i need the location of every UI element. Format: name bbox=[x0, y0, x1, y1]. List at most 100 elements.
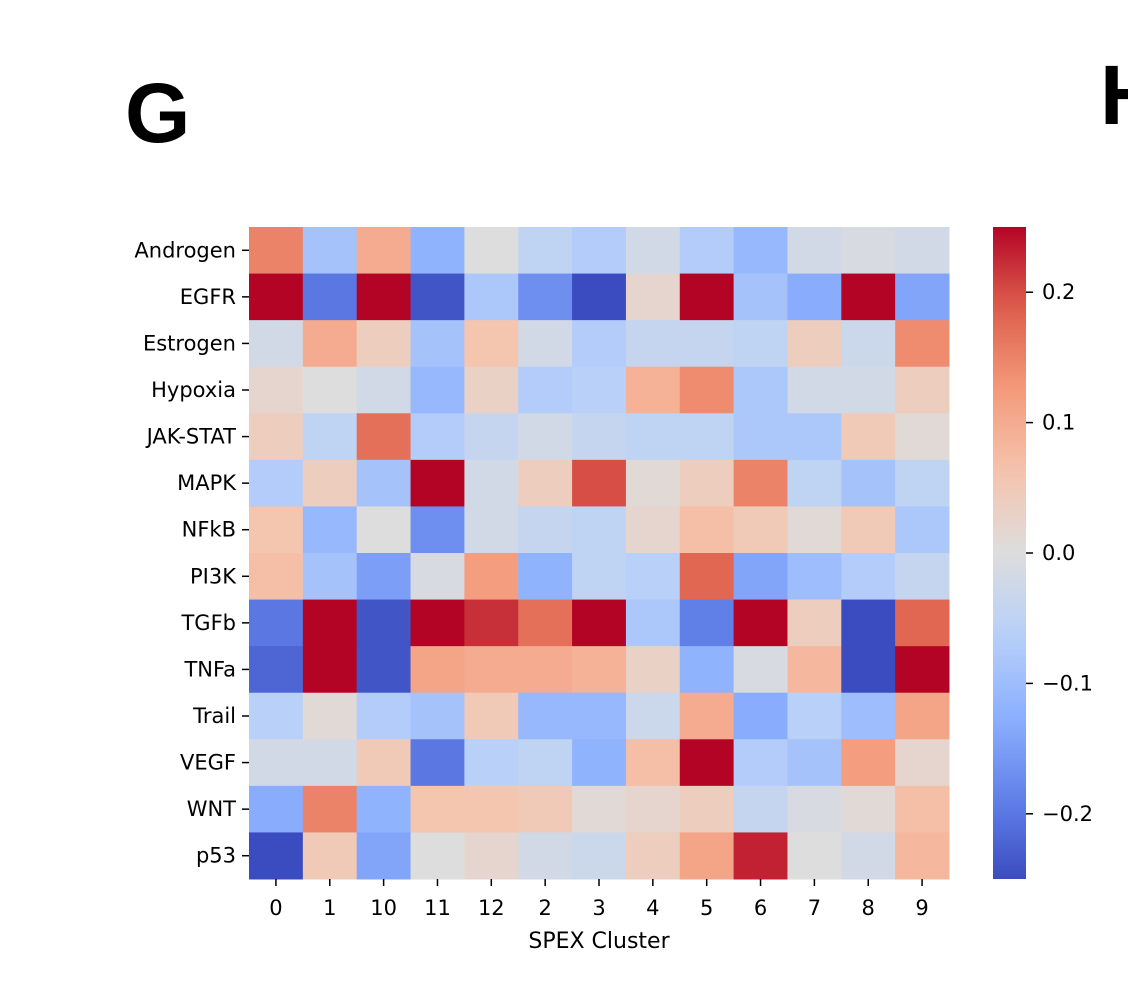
x-tick-label: 11 bbox=[424, 896, 451, 920]
heatmap-cell bbox=[464, 413, 519, 461]
heatmap-cell bbox=[249, 785, 304, 833]
heatmap-cell bbox=[841, 413, 896, 461]
heatmap-cell bbox=[679, 599, 735, 647]
heatmap-cell bbox=[410, 692, 465, 740]
heatmap-cell bbox=[410, 320, 465, 368]
x-tick-label: 12 bbox=[478, 896, 505, 920]
heatmap-cell bbox=[464, 832, 519, 880]
heatmap-cell bbox=[249, 506, 304, 554]
heatmap-cell bbox=[787, 692, 842, 740]
heatmap-cell bbox=[733, 832, 788, 880]
y-tick-label: Androgen bbox=[134, 238, 236, 262]
colorbar-tick-label: 0.0 bbox=[1042, 541, 1075, 565]
heatmap-cell bbox=[249, 832, 304, 880]
heatmap-cell bbox=[679, 320, 735, 368]
heatmap-cell bbox=[356, 413, 412, 461]
heatmap-cell bbox=[841, 646, 896, 694]
heatmap-cell bbox=[572, 832, 627, 880]
heatmap-cell bbox=[625, 599, 681, 647]
heatmap-cell bbox=[464, 320, 519, 368]
y-tick-label: WNT bbox=[187, 797, 236, 821]
heatmap-cell bbox=[356, 739, 412, 787]
heatmap-cell bbox=[787, 785, 842, 833]
heatmap-cell bbox=[464, 692, 519, 740]
heatmap-cell bbox=[302, 366, 358, 414]
heatmap-cell bbox=[679, 459, 735, 507]
heatmap-cells bbox=[249, 227, 950, 880]
x-tick-label: 1 bbox=[323, 896, 336, 920]
heatmap-cell bbox=[572, 553, 627, 601]
heatmap-cell bbox=[787, 646, 842, 694]
heatmap-cell bbox=[518, 459, 573, 507]
heatmap-cell bbox=[302, 413, 358, 461]
colorbar-tick-label: 0.1 bbox=[1042, 411, 1075, 435]
heatmap-cell bbox=[625, 785, 681, 833]
x-tick-label: 3 bbox=[592, 896, 605, 920]
heatmap-cell bbox=[518, 739, 573, 787]
heatmap-cell bbox=[302, 553, 358, 601]
heatmap-cell bbox=[464, 599, 519, 647]
y-tick-label: NFkB bbox=[182, 518, 236, 542]
heatmap-cell bbox=[787, 506, 842, 554]
heatmap-cell bbox=[625, 506, 681, 554]
heatmap-cell bbox=[356, 506, 412, 554]
heatmap-cell bbox=[572, 459, 627, 507]
heatmap-cell bbox=[841, 599, 896, 647]
heatmap-cell bbox=[625, 553, 681, 601]
heatmap-cell bbox=[733, 739, 788, 787]
colorbar-tick-label: 0.2 bbox=[1042, 280, 1075, 304]
heatmap-cell bbox=[895, 785, 950, 833]
heatmap-cell bbox=[895, 273, 950, 321]
x-tick-label: 2 bbox=[538, 896, 551, 920]
heatmap-cell bbox=[356, 599, 412, 647]
heatmap-cell bbox=[249, 366, 304, 414]
heatmap-cell bbox=[841, 273, 896, 321]
heatmap-cell bbox=[895, 553, 950, 601]
heatmap-cell bbox=[302, 646, 358, 694]
heatmap-cell bbox=[787, 832, 842, 880]
heatmap-cell bbox=[572, 227, 627, 275]
heatmap-cell bbox=[249, 320, 304, 368]
heatmap-cell bbox=[572, 320, 627, 368]
heatmap-cell bbox=[410, 459, 465, 507]
heatmap-cell bbox=[249, 459, 304, 507]
heatmap-cell bbox=[733, 599, 788, 647]
heatmap-cell bbox=[410, 553, 465, 601]
heatmap-cell bbox=[841, 739, 896, 787]
heatmap-cell bbox=[464, 646, 519, 694]
y-tick-label: Trail bbox=[192, 704, 236, 728]
heatmap-cell bbox=[572, 739, 627, 787]
heatmap-cell bbox=[464, 273, 519, 321]
heatmap-cell bbox=[518, 785, 573, 833]
heatmap-cell bbox=[841, 553, 896, 601]
x-tick-label: 5 bbox=[700, 896, 713, 920]
y-tick-label: TGFb bbox=[180, 611, 236, 635]
heatmap-cell bbox=[249, 739, 304, 787]
heatmap-cell bbox=[787, 413, 842, 461]
heatmap-cell bbox=[356, 320, 412, 368]
heatmap-cell bbox=[302, 832, 358, 880]
heatmap-cell bbox=[356, 273, 412, 321]
heatmap-cell bbox=[410, 832, 465, 880]
heatmap-cell bbox=[410, 366, 465, 414]
heatmap-cell bbox=[572, 413, 627, 461]
heatmap-cell bbox=[249, 227, 304, 275]
heatmap-cell bbox=[625, 739, 681, 787]
heatmap-cell bbox=[625, 832, 681, 880]
heatmap-cell bbox=[841, 506, 896, 554]
heatmap-cell bbox=[518, 553, 573, 601]
heatmap-cell bbox=[356, 692, 412, 740]
heatmap-cell bbox=[895, 739, 950, 787]
heatmap-cell bbox=[518, 506, 573, 554]
heatmap-cell bbox=[679, 366, 735, 414]
x-axis-label: SPEX Cluster bbox=[528, 929, 670, 954]
heatmap-cell bbox=[733, 553, 788, 601]
heatmap-cell bbox=[787, 599, 842, 647]
heatmap-cell bbox=[841, 366, 896, 414]
heatmap-cell bbox=[410, 739, 465, 787]
y-tick-label: Estrogen bbox=[143, 331, 236, 355]
heatmap-cell bbox=[625, 459, 681, 507]
heatmap-cell bbox=[679, 692, 735, 740]
heatmap-cell bbox=[733, 227, 788, 275]
